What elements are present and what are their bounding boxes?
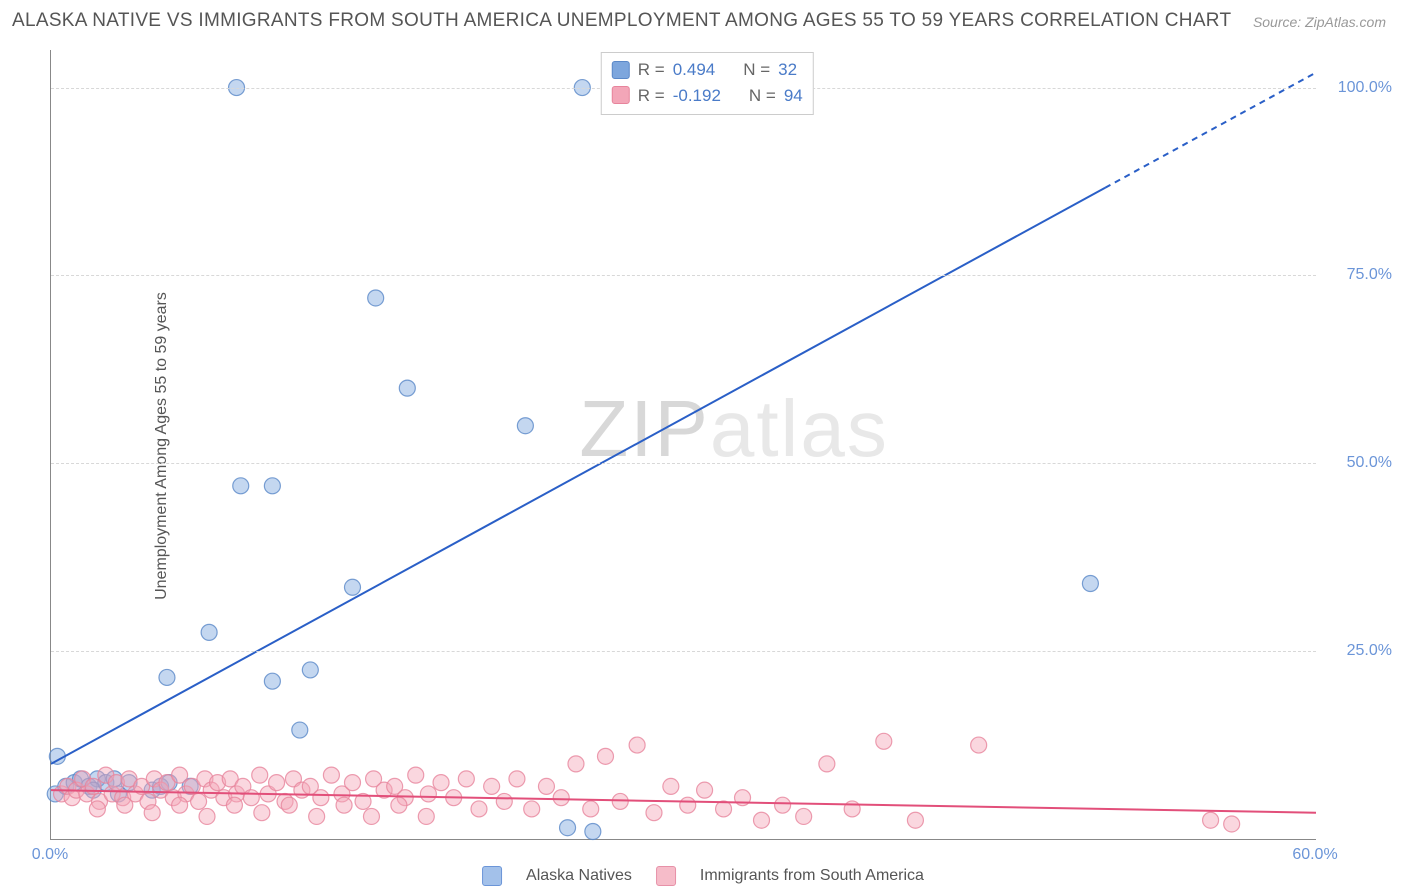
data-point bbox=[560, 820, 576, 836]
r-label: R = bbox=[638, 83, 665, 109]
data-point bbox=[568, 756, 584, 772]
data-point bbox=[796, 808, 812, 824]
data-point bbox=[471, 801, 487, 817]
data-point bbox=[553, 790, 569, 806]
stat-row-series1: R = 0.494 N = 32 bbox=[612, 57, 803, 83]
source-attribution: Source: ZipAtlas.com bbox=[1253, 14, 1386, 30]
data-point bbox=[264, 673, 280, 689]
x-tick-label: 60.0% bbox=[1292, 846, 1337, 864]
data-point bbox=[281, 797, 297, 813]
data-point bbox=[433, 775, 449, 791]
data-point bbox=[292, 722, 308, 738]
data-point bbox=[663, 778, 679, 794]
n-value-series1: 32 bbox=[778, 57, 797, 83]
data-point bbox=[89, 801, 105, 817]
chart-svg bbox=[51, 50, 1316, 839]
data-point bbox=[391, 797, 407, 813]
n-value-series2: 94 bbox=[784, 83, 803, 109]
data-point bbox=[716, 801, 732, 817]
legend-swatch-2 bbox=[656, 866, 676, 886]
data-point bbox=[336, 797, 352, 813]
y-tick-label: 25.0% bbox=[1347, 642, 1392, 660]
data-point bbox=[344, 775, 360, 791]
data-point bbox=[612, 793, 628, 809]
data-point bbox=[585, 823, 601, 839]
data-point bbox=[538, 778, 554, 794]
data-point bbox=[199, 808, 215, 824]
data-point bbox=[484, 778, 500, 794]
data-point bbox=[264, 478, 280, 494]
r-value-series2: -0.192 bbox=[673, 83, 721, 109]
data-point bbox=[876, 733, 892, 749]
data-point bbox=[226, 797, 242, 813]
y-tick-label: 50.0% bbox=[1347, 454, 1392, 472]
data-point bbox=[496, 793, 512, 809]
data-point bbox=[509, 771, 525, 787]
data-point bbox=[583, 801, 599, 817]
data-point bbox=[646, 805, 662, 821]
data-point bbox=[629, 737, 645, 753]
data-point bbox=[517, 418, 533, 434]
data-point bbox=[368, 290, 384, 306]
data-point bbox=[680, 797, 696, 813]
data-point bbox=[159, 669, 175, 685]
legend: Alaska Natives Immigrants from South Ame… bbox=[482, 866, 924, 886]
data-point bbox=[363, 808, 379, 824]
data-point bbox=[309, 808, 325, 824]
data-point bbox=[172, 767, 188, 783]
data-point bbox=[418, 808, 434, 824]
data-point bbox=[243, 790, 259, 806]
data-point bbox=[172, 797, 188, 813]
data-point bbox=[144, 805, 160, 821]
data-point bbox=[313, 790, 329, 806]
data-point bbox=[233, 478, 249, 494]
y-tick-label: 100.0% bbox=[1338, 79, 1392, 97]
data-point bbox=[597, 748, 613, 764]
data-point bbox=[1224, 816, 1240, 832]
data-point bbox=[907, 812, 923, 828]
data-point bbox=[269, 775, 285, 791]
chart-title: ALASKA NATIVE VS IMMIGRANTS FROM SOUTH A… bbox=[12, 10, 1231, 32]
swatch-series2 bbox=[612, 86, 630, 104]
data-point bbox=[524, 801, 540, 817]
plot-area: ZIPatlas bbox=[50, 50, 1316, 840]
x-tick-label: 0.0% bbox=[32, 846, 68, 864]
data-point bbox=[344, 579, 360, 595]
trend-line bbox=[51, 188, 1105, 764]
y-tick-label: 75.0% bbox=[1347, 266, 1392, 284]
data-point bbox=[775, 797, 791, 813]
legend-label-1: Alaska Natives bbox=[526, 867, 632, 885]
r-value-series1: 0.494 bbox=[673, 57, 716, 83]
data-point bbox=[191, 793, 207, 809]
n-label: N = bbox=[743, 57, 770, 83]
legend-swatch-1 bbox=[482, 866, 502, 886]
correlation-stats-box: R = 0.494 N = 32 R = -0.192 N = 94 bbox=[601, 52, 814, 115]
data-point bbox=[408, 767, 424, 783]
data-point bbox=[1203, 812, 1219, 828]
data-point bbox=[754, 812, 770, 828]
legend-label-2: Immigrants from South America bbox=[700, 867, 924, 885]
data-point bbox=[458, 771, 474, 787]
swatch-series1 bbox=[612, 61, 630, 79]
n-label: N = bbox=[749, 83, 776, 109]
data-point bbox=[420, 786, 436, 802]
stat-row-series2: R = -0.192 N = 94 bbox=[612, 83, 803, 109]
data-point bbox=[252, 767, 268, 783]
data-point bbox=[117, 797, 133, 813]
trend-line-extrapolated bbox=[1105, 73, 1316, 188]
data-point bbox=[254, 805, 270, 821]
data-point bbox=[697, 782, 713, 798]
data-point bbox=[1082, 576, 1098, 592]
data-point bbox=[819, 756, 835, 772]
data-point bbox=[201, 624, 217, 640]
data-point bbox=[399, 380, 415, 396]
data-point bbox=[971, 737, 987, 753]
data-point bbox=[302, 662, 318, 678]
data-point bbox=[323, 767, 339, 783]
r-label: R = bbox=[638, 57, 665, 83]
